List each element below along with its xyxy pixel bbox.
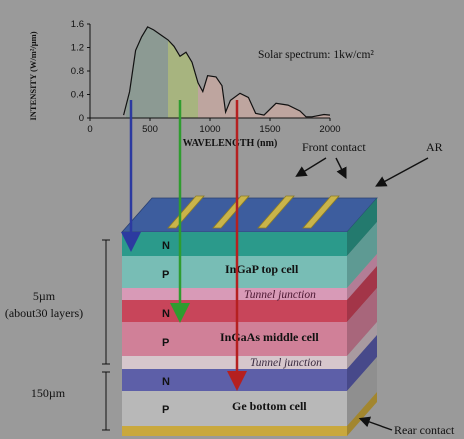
n-layer-middle	[122, 300, 347, 322]
p-label-middle: P	[162, 337, 169, 349]
p-layer-top	[122, 256, 347, 288]
spectrum-curve-layer	[123, 26, 331, 118]
rear-contact-label: Rear contact	[394, 423, 455, 437]
contact-finger	[257, 195, 295, 229]
chart-title: Solar spectrum: 1kw/cm²	[258, 49, 374, 61]
y-tick-label: 1.2	[71, 43, 84, 54]
tunnel-junction-1-label: Tunnel junction	[244, 289, 316, 301]
side-n-top	[347, 198, 377, 256]
top-cell-label: InGaP top cell	[225, 262, 299, 276]
x-tick-label: 0	[87, 124, 92, 135]
contact-finger	[212, 195, 250, 229]
front-contact-pointer-1	[295, 157, 327, 177]
y-axis-label: INTENSITY (W/m²/µm)	[28, 31, 38, 120]
thickness-top-sublabel: (about30 layers)	[5, 306, 83, 320]
middle-cell-label: InGaAs middle cell	[220, 330, 319, 344]
side-p-bottom	[347, 357, 377, 426]
side-p-top	[347, 222, 377, 288]
side-p-middle	[347, 288, 377, 356]
y-tick-label: 0.4	[71, 90, 84, 101]
ar-label: AR	[426, 140, 443, 154]
y-tick-label: 0.8	[71, 66, 84, 77]
front-contact-label: Front contact	[302, 140, 366, 154]
p-layer-bottom	[122, 391, 347, 426]
x-tick-labels: 0 500 1000 1500 2000	[87, 118, 341, 135]
thickness-bracket-top	[102, 239, 110, 365]
side-n-bottom	[347, 335, 377, 391]
side-n-middle	[347, 266, 377, 322]
ar-top-face	[121, 197, 378, 233]
front-contact-fingers	[167, 195, 340, 229]
solar-spectrum-chart: 0 500 1000 1500 2000 0 0.4 0.8 1.2 1.6 INTENSITY…	[28, 19, 374, 149]
rear-contact-layer	[122, 426, 347, 436]
x-tick-label: 2000	[319, 124, 340, 135]
n-label-middle: N	[162, 308, 170, 320]
spectrum-band-ge	[198, 75, 330, 118]
x-tick-label: 1500	[259, 124, 280, 135]
side-tunnel-2	[347, 322, 377, 369]
rear-contact-pointer	[358, 416, 393, 431]
tunnel-junction-2-label: Tunnel junction	[250, 357, 322, 369]
front-contact-pointer-2	[335, 157, 347, 180]
thickness-top-label: 5µm	[33, 289, 56, 303]
contact-finger	[302, 195, 340, 229]
p-layer-middle	[122, 322, 347, 356]
y-tick-labels: 0 0.4 0.8 1.2 1.6	[71, 19, 90, 124]
thickness-bottom-label: 150µm	[31, 386, 66, 400]
p-label-bottom: P	[162, 404, 169, 416]
x-tick-label: 500	[142, 124, 158, 135]
tunnel-junction-2-layer	[122, 356, 347, 369]
n-label-bottom: N	[162, 376, 170, 388]
x-axis-label: WAVELENGTH (nm)	[183, 138, 278, 149]
contact-finger	[167, 195, 205, 229]
spectrum-band-ingaas	[168, 39, 198, 118]
y-tick-label: 1.6	[71, 19, 84, 30]
n-layer-bottom	[122, 369, 347, 391]
n-label-top: N	[162, 240, 170, 252]
spectrum-curve	[123, 26, 331, 118]
x-tick-label: 1000	[199, 124, 220, 135]
tunnel-junction-1-layer	[122, 288, 347, 300]
bottom-cell-label: Ge bottom cell	[232, 399, 307, 413]
spectrum-band-fills	[126, 26, 330, 118]
thickness-bracket-bottom	[102, 371, 110, 431]
p-label-top: P	[162, 269, 169, 281]
side-tunnel-1	[347, 254, 377, 300]
n-layer-top	[122, 232, 347, 256]
ar-pointer	[375, 157, 429, 187]
y-tick-label: 0	[79, 113, 84, 124]
side-rear	[347, 392, 377, 436]
